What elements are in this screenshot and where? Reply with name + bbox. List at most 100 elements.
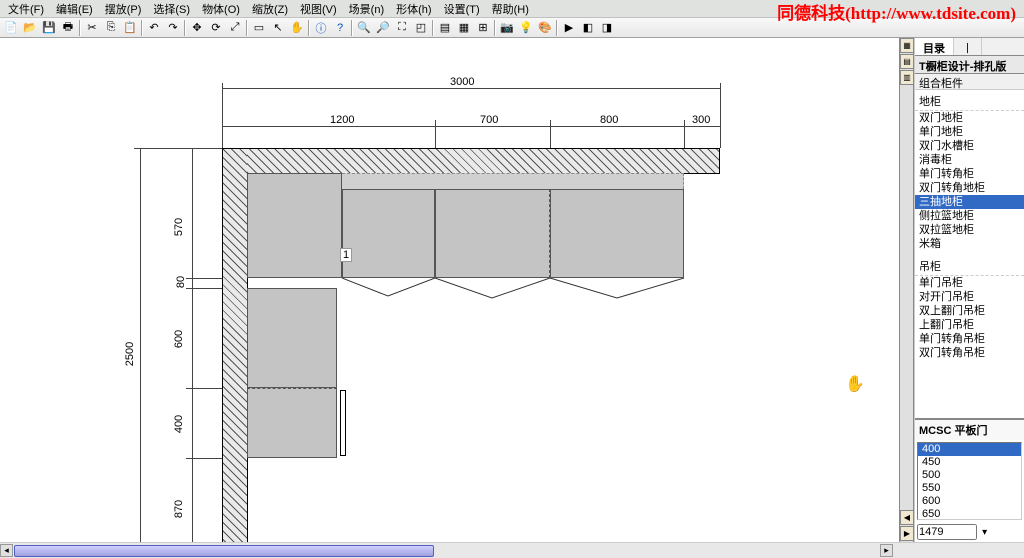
cabinet-handle[interactable] xyxy=(340,390,346,456)
cabinet-top-3[interactable] xyxy=(435,189,550,278)
tb-pointer-icon[interactable]: ↖ xyxy=(269,19,287,36)
menu-view[interactable]: 视图(V) xyxy=(294,0,343,18)
tb-zoomin-icon[interactable]: 🔍 xyxy=(355,19,373,36)
cabinet-left-2[interactable] xyxy=(247,388,337,458)
tb-help-icon[interactable]: ? xyxy=(331,19,349,36)
tb-scale-icon[interactable]: ⤢ xyxy=(226,19,244,36)
tree-item[interactable]: 双门地柜 xyxy=(915,111,1024,125)
cabinet-top-4[interactable] xyxy=(550,189,684,278)
tb-undo-icon[interactable]: ↶ xyxy=(145,19,163,36)
scroll-thumb[interactable] xyxy=(14,545,434,557)
tb-zoomfit-icon[interactable]: ⛶ xyxy=(393,19,411,36)
size-input[interactable] xyxy=(917,524,977,540)
tree-item[interactable]: 三抽地柜 xyxy=(915,195,1024,209)
panel-tab-close[interactable]: 丨 xyxy=(954,38,982,55)
menu-scene[interactable]: 场景(n) xyxy=(343,0,390,18)
tb-cam-icon[interactable]: 📷 xyxy=(498,19,516,36)
tb-zoomwin-icon[interactable]: ◰ xyxy=(412,19,430,36)
tb-layer-icon[interactable]: ▤ xyxy=(436,19,454,36)
cabinet-top-2[interactable] xyxy=(342,189,435,278)
tb-new-icon[interactable]: 📄 xyxy=(2,19,20,36)
tb-render-icon[interactable]: ▶ xyxy=(560,19,578,36)
tree-item[interactable]: 上翻门吊柜 xyxy=(915,318,1024,332)
dim-top-total xyxy=(222,88,720,89)
sash-1-icon[interactable]: ▦ xyxy=(900,38,914,53)
dropdown-icon[interactable]: ▾ xyxy=(982,527,987,538)
tb-rotate-icon[interactable]: ⟳ xyxy=(207,19,225,36)
panel-subheader[interactable]: 组合柜件 xyxy=(915,74,1024,90)
tree-item[interactable]: 单门转角吊柜 xyxy=(915,332,1024,346)
size-option[interactable]: 500 xyxy=(918,469,1021,482)
tree-item[interactable]: 双门水槽柜 xyxy=(915,139,1024,153)
tree-item[interactable]: 侧拉篮地柜 xyxy=(915,209,1024,223)
tree-item[interactable]: 对开门吊柜 xyxy=(915,290,1024,304)
tb-light-icon[interactable]: 💡 xyxy=(517,19,535,36)
dim-top-segs xyxy=(222,126,720,127)
menu-zoom[interactable]: 缩放(Z) xyxy=(246,0,294,18)
tb-paste-icon[interactable]: 📋 xyxy=(121,19,139,36)
dim-top-seg-2: 700 xyxy=(480,114,498,126)
tb-save-icon[interactable]: 💾 xyxy=(40,19,58,36)
menu-select[interactable]: 选择(S) xyxy=(147,0,196,18)
dim-left-seg-1: 570 xyxy=(173,218,185,236)
size-option[interactable]: 600 xyxy=(918,495,1021,508)
tree-item[interactable]: 单门地柜 xyxy=(915,125,1024,139)
menu-object[interactable]: 物体(O) xyxy=(196,0,246,18)
dim-left-total xyxy=(140,148,141,542)
watermark-text: 同德科技(http://www.tdsite.com) xyxy=(777,0,1016,24)
tree-group-wall[interactable]: 吊柜 xyxy=(915,257,1024,276)
tb-mat-icon[interactable]: 🎨 xyxy=(536,19,554,36)
dim-left-seg-3: 400 xyxy=(173,415,185,433)
tree-item[interactable]: 单门吊柜 xyxy=(915,276,1024,290)
sash-3-icon[interactable]: ▥ xyxy=(900,70,914,85)
tb-other2-icon[interactable]: ◨ xyxy=(598,19,616,36)
menu-settings[interactable]: 设置(T) xyxy=(438,0,486,18)
tree-item[interactable]: 双门转角吊柜 xyxy=(915,346,1024,360)
side-panel: 目录 丨 T橱柜设计-排孔版 组合柜件 地柜 双门地柜单门地柜双门水槽柜消毒柜单… xyxy=(914,38,1024,542)
tb-cut-icon[interactable]: ✂ xyxy=(83,19,101,36)
tb-move-icon[interactable]: ✥ xyxy=(188,19,206,36)
tb-snap-icon[interactable]: ⊞ xyxy=(474,19,492,36)
tb-print-icon[interactable]: 🖶 xyxy=(59,19,77,36)
sash-b2-icon[interactable]: ▶ xyxy=(900,526,914,541)
size-option[interactable]: 650 xyxy=(918,508,1021,520)
tb-grid-icon[interactable]: ▦ xyxy=(455,19,473,36)
dim-top-total-txt: 3000 xyxy=(450,76,474,88)
label-1: 1 xyxy=(340,248,352,262)
tb-info-icon[interactable]: ⓘ xyxy=(312,19,330,36)
scroll-right-icon[interactable]: ▸ xyxy=(880,544,893,557)
tree-item[interactable]: 米箱 xyxy=(915,237,1024,251)
cabinet-top-1[interactable] xyxy=(247,173,342,278)
tree-item[interactable]: 双门转角地柜 xyxy=(915,181,1024,195)
menu-file[interactable]: 文件(F) xyxy=(2,0,50,18)
tree-item[interactable]: 消毒柜 xyxy=(915,153,1024,167)
cabinet-left-1[interactable] xyxy=(247,288,337,388)
tb-copy-icon[interactable]: ⎘ xyxy=(102,19,120,36)
panel-header: T橱柜设计-排孔版 xyxy=(915,56,1024,74)
tb-redo-icon[interactable]: ↷ xyxy=(164,19,182,36)
sash-b1-icon[interactable]: ◀ xyxy=(900,510,914,525)
tree-item[interactable]: 双拉篮地柜 xyxy=(915,223,1024,237)
size-option[interactable]: 550 xyxy=(918,482,1021,495)
drawing-canvas[interactable]: 1 3000 1200 700 800 300 2500 xyxy=(0,38,900,542)
menu-shape[interactable]: 形体(h) xyxy=(390,0,437,18)
menu-place[interactable]: 摆放(P) xyxy=(99,0,148,18)
panel-tab-catalog[interactable]: 目录 xyxy=(915,38,954,55)
sash-2-icon[interactable]: ▤ xyxy=(900,54,914,69)
scroll-left-icon[interactable]: ◂ xyxy=(0,544,13,557)
size-option[interactable]: 450 xyxy=(918,456,1021,469)
tb-zoomout-icon[interactable]: 🔎 xyxy=(374,19,392,36)
size-option[interactable]: 400 xyxy=(918,443,1021,456)
tb-other1-icon[interactable]: ◧ xyxy=(579,19,597,36)
menu-help[interactable]: 帮助(H) xyxy=(486,0,535,18)
tree-item[interactable]: 单门转角柜 xyxy=(915,167,1024,181)
tree-item[interactable]: 双上翻门吊柜 xyxy=(915,304,1024,318)
menu-edit[interactable]: 编辑(E) xyxy=(50,0,99,18)
tb-open-icon[interactable]: 📂 xyxy=(21,19,39,36)
tree-group-floor[interactable]: 地柜 xyxy=(915,92,1024,111)
tb-select-icon[interactable]: ▭ xyxy=(250,19,268,36)
tb-hand-icon[interactable]: ✋ xyxy=(288,19,306,36)
h-scrollbar[interactable]: ◂ ▸ xyxy=(0,542,1024,558)
size-list[interactable]: 400450500550600650 xyxy=(917,442,1022,520)
dim-left-seg-2: 600 xyxy=(173,330,185,348)
